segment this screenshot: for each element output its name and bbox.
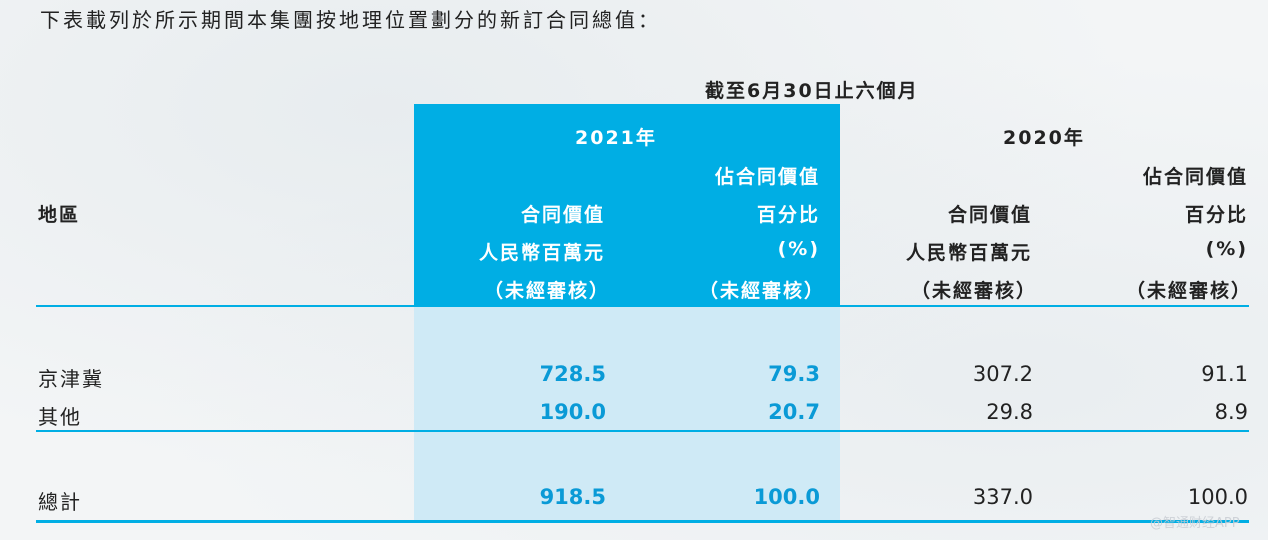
row-share-2021: 79.3 [768,362,820,386]
row-value-2021: 728.5 [539,362,606,386]
period-heading: 截至6月30日止六個月 [705,80,919,102]
region-header: 地區 [38,204,81,226]
value-2020-l3: （未經審核） [910,280,1037,302]
row-region: 其他 [38,405,82,429]
row-value-2020: 29.8 [986,400,1033,424]
row-value-2021: 190.0 [539,400,606,424]
total-rule [36,520,1249,523]
row-share-2020: 8.9 [1214,400,1248,424]
row-region: 京津冀 [38,367,104,391]
intro-text: 下表載列於所示期間本集團按地理位置劃分的新訂合同總值： [40,8,661,32]
share-2020-l3: (%) [1205,238,1248,260]
year-2020-label: 2020年 [1003,127,1085,149]
row-share-2021: 20.7 [768,400,820,424]
total-share-2020: 100.0 [1187,485,1248,509]
share-2020-l1: 佔合同價值 [1142,166,1248,188]
subtotal-rule [36,430,1249,432]
value-2021-l2: 人民幣百萬元 [478,242,605,264]
value-2020-l1: 合同價值 [947,204,1032,226]
value-2021-l3: （未經審核） [483,280,610,302]
row-value-2020: 307.2 [972,362,1033,386]
total-share-2021: 100.0 [753,485,820,509]
share-2021-l1: 佔合同價值 [714,166,820,188]
header-rule [36,305,1249,307]
row-share-2020: 91.1 [1201,362,1248,386]
total-value-2021: 918.5 [539,485,606,509]
value-2020-l2: 人民幣百萬元 [905,242,1032,264]
share-2020-l4: （未經審核） [1125,280,1252,302]
col-2021-header-band [414,104,840,305]
total-value-2020: 337.0 [972,485,1033,509]
share-2021-l4: （未經審核） [698,280,825,302]
share-2020-l2: 百分比 [1184,204,1248,226]
share-2021-l2: 百分比 [756,204,820,226]
total-label: 總計 [38,490,82,514]
share-2021-l3: (%) [777,238,820,260]
watermark: @智通财经APP [1150,516,1240,531]
value-2021-l1: 合同價值 [520,204,605,226]
col-2021-body-band [414,307,840,522]
year-2021-label: 2021年 [575,127,657,149]
